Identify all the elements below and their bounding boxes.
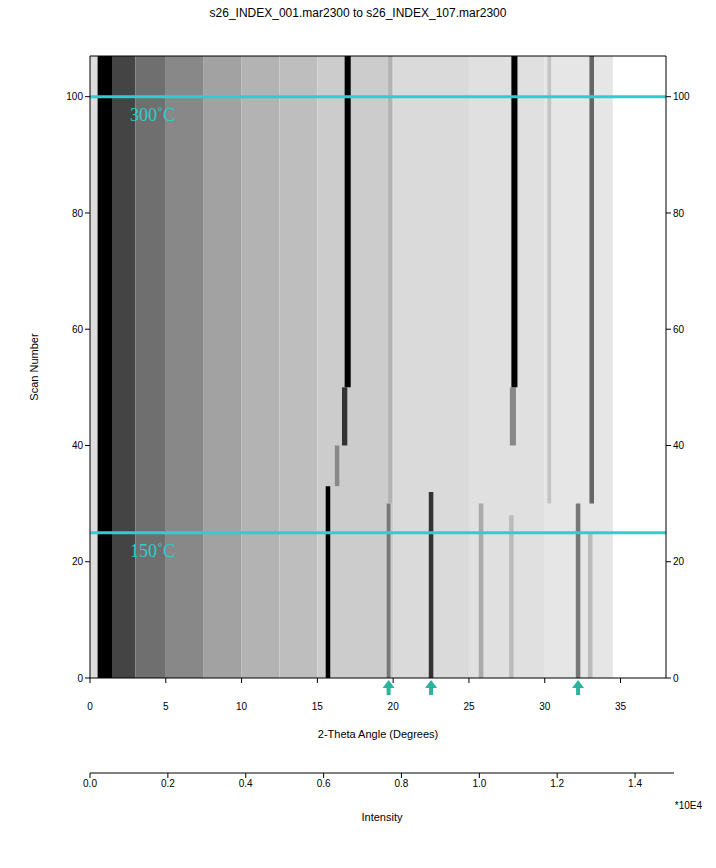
svg-text:40: 40	[72, 440, 84, 451]
svg-text:10: 10	[236, 701, 248, 712]
svg-text:20: 20	[72, 556, 84, 567]
svg-text:0: 0	[77, 673, 83, 684]
html-text:s26_INDEX_001.mar2300 to s26_I: s26_INDEX_001.mar2300 to s26_INDEX_107.m…	[209, 6, 507, 20]
svg-text:15: 15	[312, 701, 324, 712]
svg-text:1.0: 1.0	[472, 778, 486, 789]
svg-text:0.2: 0.2	[161, 778, 175, 789]
svg-text:Scan Number: Scan Number	[28, 333, 40, 401]
svg-text:300˚C: 300˚C	[130, 105, 175, 125]
svg-text:0: 0	[673, 673, 679, 684]
svg-text:0.6: 0.6	[317, 778, 331, 789]
svg-text:100: 100	[66, 91, 83, 102]
svg-text:80: 80	[72, 208, 84, 219]
svg-text:100: 100	[673, 91, 690, 102]
svg-text:25: 25	[463, 701, 475, 712]
svg-text:5: 5	[163, 701, 169, 712]
svg-text:0: 0	[87, 701, 93, 712]
svg-text:20: 20	[673, 556, 685, 567]
svg-text:Intensity: Intensity	[362, 811, 403, 823]
svg-text:40: 40	[673, 440, 685, 451]
svg-text:35: 35	[615, 701, 627, 712]
svg-text:60: 60	[673, 324, 685, 335]
html-text:*10E4: *10E4	[674, 800, 702, 811]
svg-text:0.4: 0.4	[239, 778, 253, 789]
svg-text:60: 60	[72, 324, 84, 335]
svg-text:20: 20	[388, 701, 400, 712]
svg-text:0.8: 0.8	[395, 778, 409, 789]
svg-text:1.4: 1.4	[628, 778, 642, 789]
svg-text:1.2: 1.2	[550, 778, 564, 789]
svg-text:2-Theta Angle (Degrees): 2-Theta Angle (Degrees)	[318, 728, 438, 740]
svg-text:80: 80	[673, 208, 685, 219]
svg-text:150˚C: 150˚C	[130, 541, 175, 561]
svg-text:0.0: 0.0	[83, 778, 97, 789]
svg-text:30: 30	[539, 701, 551, 712]
